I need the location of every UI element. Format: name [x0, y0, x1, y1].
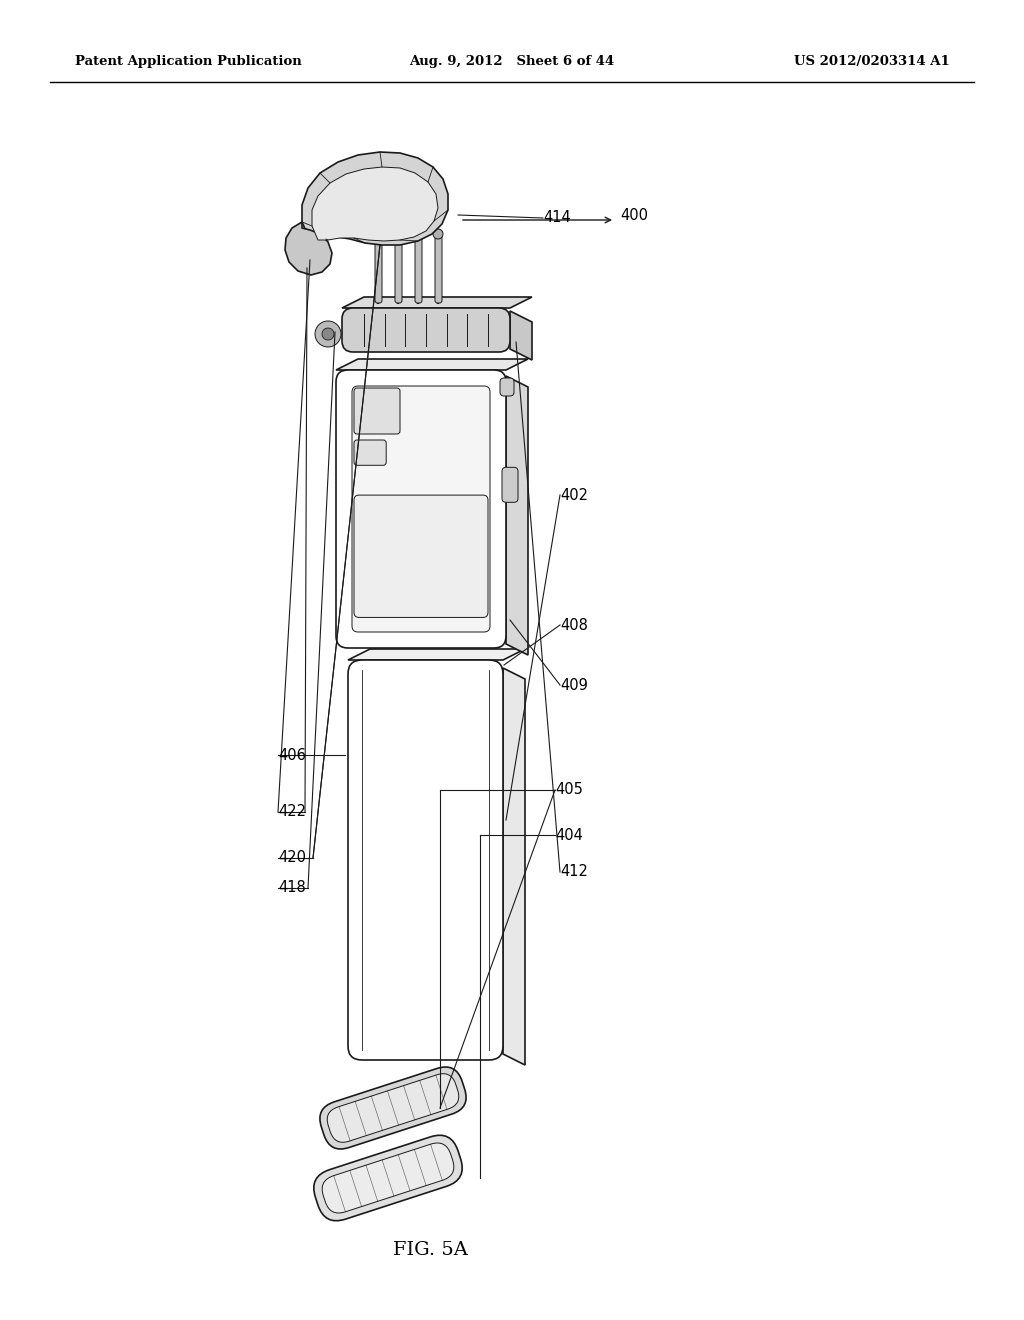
FancyBboxPatch shape — [336, 370, 506, 648]
Polygon shape — [506, 376, 528, 655]
Polygon shape — [302, 152, 449, 246]
Text: 418: 418 — [278, 880, 306, 895]
FancyBboxPatch shape — [348, 660, 503, 1060]
Text: 402: 402 — [560, 487, 588, 503]
Text: 409: 409 — [560, 677, 588, 693]
FancyBboxPatch shape — [395, 230, 402, 304]
Text: 404: 404 — [555, 828, 583, 842]
Circle shape — [322, 327, 334, 341]
Text: 406: 406 — [278, 747, 306, 763]
Text: 405: 405 — [555, 783, 583, 797]
FancyBboxPatch shape — [352, 385, 490, 632]
Text: 408: 408 — [560, 618, 588, 632]
Polygon shape — [285, 222, 332, 275]
Polygon shape — [312, 168, 438, 242]
FancyBboxPatch shape — [375, 230, 382, 304]
Text: Patent Application Publication: Patent Application Publication — [75, 55, 302, 69]
FancyBboxPatch shape — [313, 1135, 462, 1221]
FancyBboxPatch shape — [328, 1073, 459, 1142]
Polygon shape — [336, 359, 528, 370]
Text: Aug. 9, 2012   Sheet 6 of 44: Aug. 9, 2012 Sheet 6 of 44 — [410, 55, 614, 69]
Circle shape — [393, 228, 403, 239]
FancyBboxPatch shape — [323, 1143, 454, 1213]
FancyBboxPatch shape — [354, 440, 386, 465]
Text: US 2012/0203314 A1: US 2012/0203314 A1 — [795, 55, 950, 69]
Polygon shape — [510, 312, 532, 360]
FancyBboxPatch shape — [500, 378, 514, 396]
Polygon shape — [348, 649, 525, 660]
Text: 414: 414 — [543, 210, 570, 226]
FancyBboxPatch shape — [342, 308, 510, 352]
Circle shape — [413, 228, 423, 239]
FancyBboxPatch shape — [319, 1067, 466, 1148]
Circle shape — [373, 228, 383, 239]
Circle shape — [315, 321, 341, 347]
Text: 400: 400 — [620, 207, 648, 223]
FancyBboxPatch shape — [354, 388, 400, 434]
Polygon shape — [503, 668, 525, 1065]
Text: 422: 422 — [278, 804, 306, 820]
Text: 420: 420 — [278, 850, 306, 866]
Text: FIG. 5A: FIG. 5A — [392, 1241, 467, 1259]
Polygon shape — [342, 297, 532, 308]
FancyBboxPatch shape — [415, 230, 422, 304]
Circle shape — [433, 228, 443, 239]
FancyBboxPatch shape — [435, 230, 442, 304]
FancyBboxPatch shape — [354, 495, 488, 618]
FancyBboxPatch shape — [502, 467, 518, 503]
Text: 412: 412 — [560, 865, 588, 879]
